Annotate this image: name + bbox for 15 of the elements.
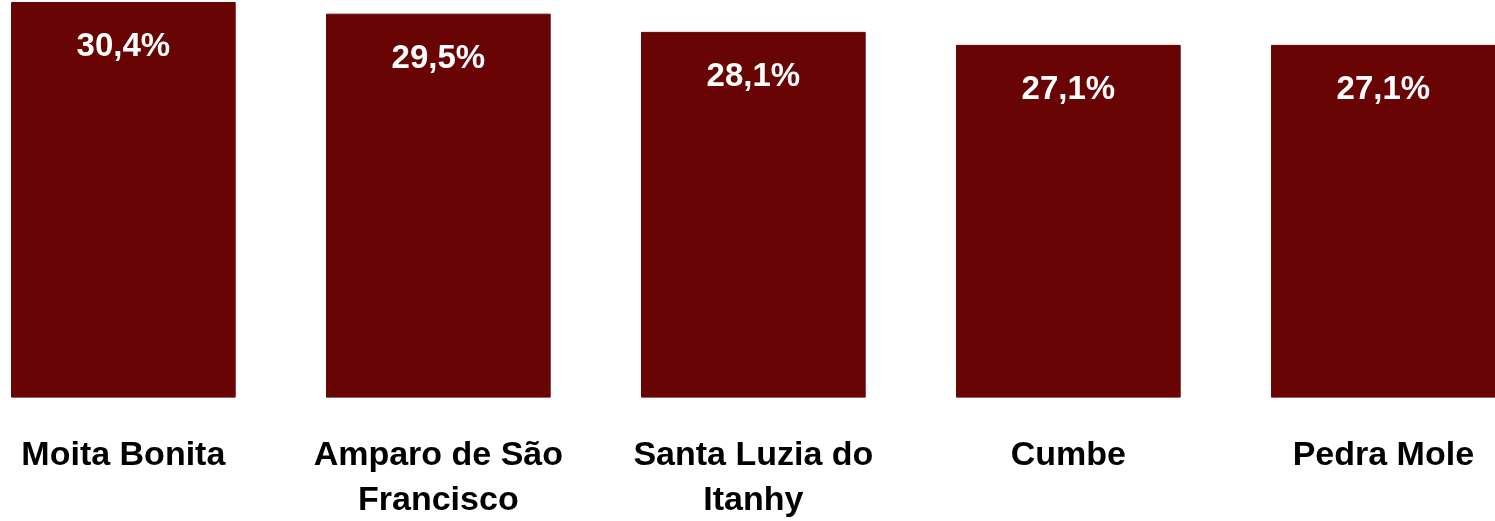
data-label: 28,1% [706, 55, 801, 93]
bar [956, 44, 1181, 398]
x-tick-label: Amparo de São Francisco [313, 433, 564, 518]
x-tick-label: Moita Bonita [21, 433, 227, 472]
x-tick-label: Pedra Mole [1292, 433, 1475, 472]
x-tick-label: Cumbe [1010, 433, 1126, 472]
data-label: 29,5% [391, 37, 486, 75]
x-tick-label: Santa Luzia do Itanhy [633, 433, 874, 518]
bar [11, 1, 236, 398]
bar [641, 31, 866, 398]
data-label: 27,1% [1021, 68, 1116, 106]
bar [1271, 44, 1495, 398]
data-label: 27,1% [1336, 68, 1431, 106]
bar [326, 13, 551, 398]
data-label: 30,4% [76, 25, 171, 63]
